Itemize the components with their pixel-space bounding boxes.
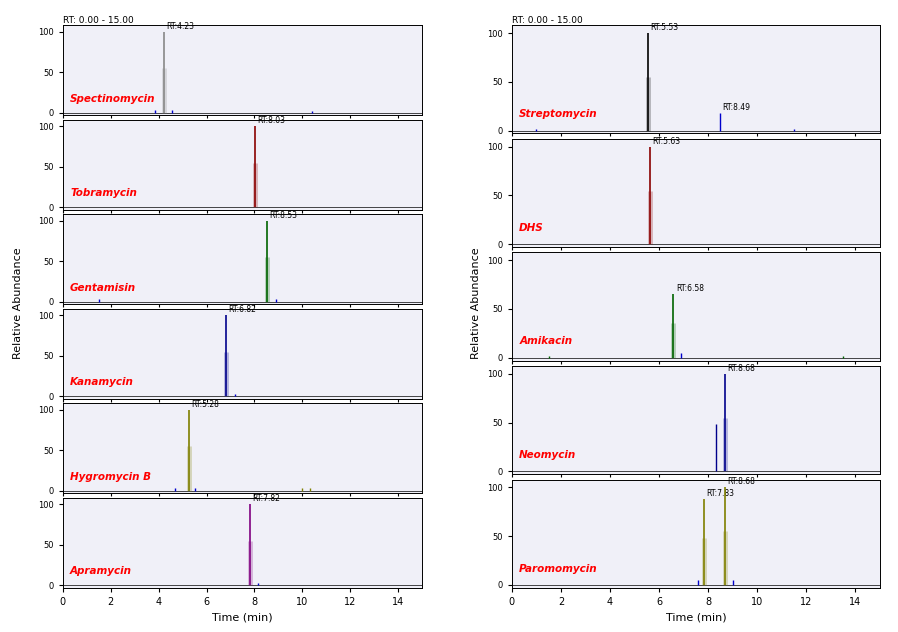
Text: RT: 0.00 - 15.00: RT: 0.00 - 15.00	[512, 16, 583, 25]
X-axis label: Time (min): Time (min)	[212, 612, 273, 623]
X-axis label: Time (min): Time (min)	[665, 612, 726, 623]
Text: RT:8.49: RT:8.49	[723, 103, 751, 112]
Text: RT:5.63: RT:5.63	[653, 137, 681, 146]
Text: Streptomycin: Streptomycin	[519, 109, 598, 119]
Text: RT:8.53: RT:8.53	[269, 211, 297, 220]
Text: RT:5.28: RT:5.28	[191, 400, 220, 409]
Text: RT:7.82: RT:7.82	[252, 494, 280, 504]
Text: Apramycin: Apramycin	[70, 566, 132, 576]
Text: Gentamisin: Gentamisin	[70, 283, 136, 293]
Text: RT:7.83: RT:7.83	[707, 489, 735, 498]
Text: Spectinomycin: Spectinomycin	[70, 94, 155, 104]
Text: Hygromycin B: Hygromycin B	[70, 471, 151, 482]
Text: DHS: DHS	[519, 223, 544, 233]
Text: Relative Abundance: Relative Abundance	[471, 248, 481, 359]
Text: Neomycin: Neomycin	[519, 450, 577, 460]
Text: Tobramycin: Tobramycin	[70, 188, 136, 198]
Text: Paromomycin: Paromomycin	[519, 564, 598, 573]
Text: RT:6.58: RT:6.58	[676, 284, 704, 293]
Text: RT:6.82: RT:6.82	[229, 305, 257, 315]
Text: Relative Abundance: Relative Abundance	[13, 248, 23, 359]
Text: RT:8.68: RT:8.68	[727, 477, 755, 487]
Text: Amikacin: Amikacin	[519, 336, 572, 346]
Text: RT:8.68: RT:8.68	[727, 364, 755, 373]
Text: RT:4.23: RT:4.23	[166, 22, 195, 31]
Text: RT:8.03: RT:8.03	[258, 116, 286, 126]
Text: Kanamycin: Kanamycin	[70, 377, 134, 387]
Text: RT:5.53: RT:5.53	[650, 23, 678, 32]
Text: RT: 0.00 - 15.00: RT: 0.00 - 15.00	[63, 16, 134, 25]
